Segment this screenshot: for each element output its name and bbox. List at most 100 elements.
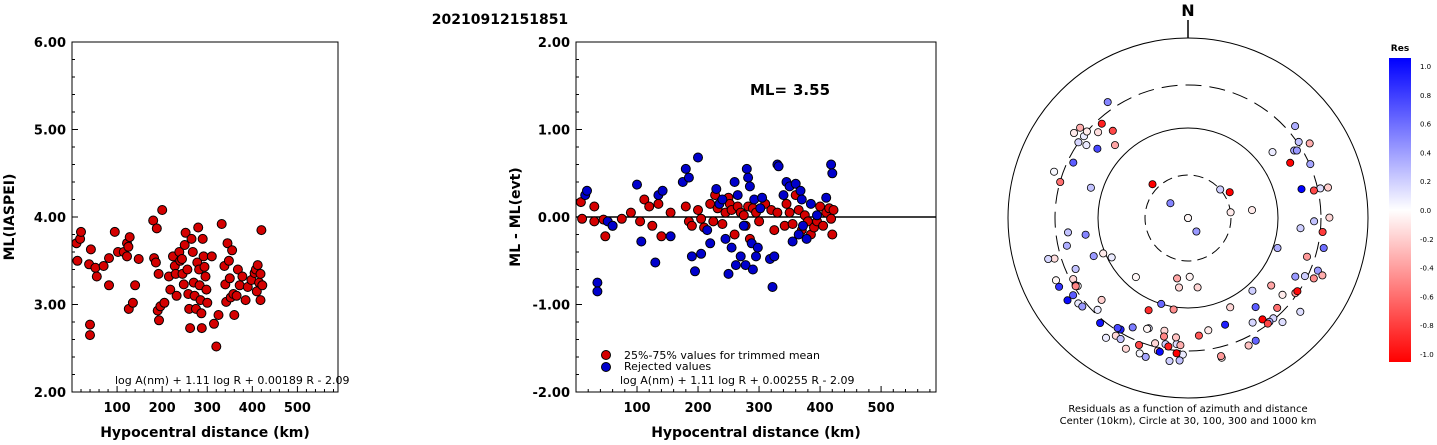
polar-residual-point	[1216, 185, 1225, 194]
ml-iaspei-point	[124, 232, 135, 243]
ring-1000km	[1007, 37, 1369, 399]
residual-azimuth-panel: N Residuals as a function of azimuth and…	[1007, 1, 1434, 427]
polar-residual-point	[1076, 123, 1085, 132]
ml-residual-point	[747, 264, 758, 275]
ml-iaspei-point	[186, 233, 197, 244]
ml-iaspei-x-label: Hypocentral distance (km)	[100, 425, 310, 441]
ml-iaspei-point	[216, 219, 227, 229]
polar-residual-point	[1175, 356, 1184, 365]
ml-residual-point	[827, 229, 838, 240]
ml-residual-y-tick-label: 0.00	[538, 211, 570, 226]
ml-residual-point	[729, 177, 740, 187]
ml-residual-point	[683, 172, 694, 183]
polar-residual-point	[1318, 227, 1327, 236]
ring-100km	[1097, 127, 1279, 309]
polar-residual-point	[1086, 183, 1095, 192]
ml-residual-point	[647, 220, 658, 231]
ml-residual-point	[644, 201, 655, 212]
legend-label-trimmed: 25%-75% values for trimmed mean	[624, 349, 820, 362]
polar-residual-point	[1044, 254, 1053, 263]
ml-residual-point	[705, 238, 716, 249]
polar-residual-point	[1050, 167, 1059, 176]
ml-residual-point	[680, 163, 691, 174]
ml-residual-point	[821, 192, 832, 203]
polar-residual-point	[1273, 243, 1282, 252]
polar-residual-point	[1097, 119, 1106, 128]
polar-residual-point	[1309, 186, 1318, 195]
polar-residual-point	[1052, 276, 1061, 285]
ml-residual-point	[656, 231, 667, 242]
ml-iaspei-point	[154, 315, 164, 326]
ml-residual-point	[812, 210, 822, 221]
ml-residual-point	[778, 190, 789, 201]
polar-residual-point	[1204, 326, 1213, 335]
ml-iaspei-point	[193, 222, 204, 233]
ml-iaspei-point	[182, 264, 193, 275]
legend-label-rejected: Rejected values	[624, 360, 711, 373]
polar-residual-point	[1097, 295, 1106, 304]
colorbar-label: 0.2	[1420, 178, 1431, 186]
ml-residual-point	[769, 225, 780, 236]
ml-residual-point	[796, 194, 807, 205]
ml-iaspei-point	[200, 271, 211, 282]
ml-residual-point	[693, 205, 703, 215]
colorbar-title: Res	[1391, 44, 1409, 54]
polar-residual-point	[1143, 324, 1152, 333]
ml-iaspei-point	[223, 255, 234, 266]
ml-residual-y-tick-label: -2.00	[533, 386, 570, 401]
legend-marker-rejected	[601, 362, 611, 372]
polar-residual-point	[1089, 252, 1098, 261]
ml-residual-point	[589, 201, 600, 212]
ml-iaspei-point	[185, 323, 196, 334]
ml-residual-point	[636, 236, 647, 247]
polar-residual-point	[1062, 241, 1071, 250]
polar-residual-point	[1194, 331, 1203, 340]
polar-residual-point	[1267, 281, 1276, 290]
ml-iaspei-y-label: ML(IASPEI)	[2, 174, 18, 261]
ml-residual-point	[735, 251, 746, 262]
colorbar-label: -0.8	[1420, 322, 1434, 330]
ml-iaspei-point	[206, 251, 217, 262]
ml-iaspei-point	[177, 254, 187, 264]
ml-residual-point	[805, 198, 816, 209]
ml-residual-point	[741, 163, 752, 174]
ml-residual-point	[740, 260, 751, 271]
polar-residual-point	[1324, 183, 1333, 192]
polar-residual-point	[1070, 128, 1079, 137]
ml-iaspei-point	[231, 290, 242, 301]
ml-iaspei-x-tick-label: 100	[104, 401, 131, 416]
polar-residual-point	[1176, 341, 1185, 350]
ml-residual-point	[592, 277, 603, 288]
polar-residual-point	[1111, 141, 1120, 150]
ml-residual-point	[752, 242, 763, 253]
ml-iaspei-y-tick-label: 2.00	[34, 386, 66, 401]
ml-residual-point	[818, 220, 829, 231]
polar-residual-point	[1278, 290, 1287, 299]
ml-iaspei-point	[232, 264, 243, 275]
ml-residual-point	[726, 242, 737, 253]
ml-iaspei-point	[150, 257, 161, 268]
ml-iaspei-plot-frame	[71, 41, 339, 393]
colorbar-label: -0.4	[1420, 265, 1434, 273]
ml-residual-point	[607, 220, 618, 231]
ml-residual-point	[729, 229, 740, 240]
ml-iaspei-point	[151, 223, 162, 234]
ml-residual-point	[717, 194, 728, 205]
ml-residual-point	[616, 213, 627, 224]
ml-residual-point	[635, 216, 646, 227]
ml-iaspei-point	[197, 233, 208, 244]
polar-residual-point	[1175, 283, 1184, 292]
ml-iaspei-point	[91, 271, 102, 282]
ring-300km	[1054, 84, 1322, 352]
polar-residual-point	[1185, 272, 1194, 281]
ml-iaspei-point	[109, 226, 120, 237]
ml-iaspei-point	[123, 241, 134, 252]
colorbar-label: 0.6	[1420, 121, 1432, 129]
ml-iaspei-point	[237, 271, 248, 282]
ml-iaspei-point	[201, 284, 212, 295]
ml-residual-y-tick-label: -1.00	[533, 299, 570, 314]
ml-iaspei-point	[240, 295, 251, 306]
ml-iaspei-point	[85, 330, 95, 341]
